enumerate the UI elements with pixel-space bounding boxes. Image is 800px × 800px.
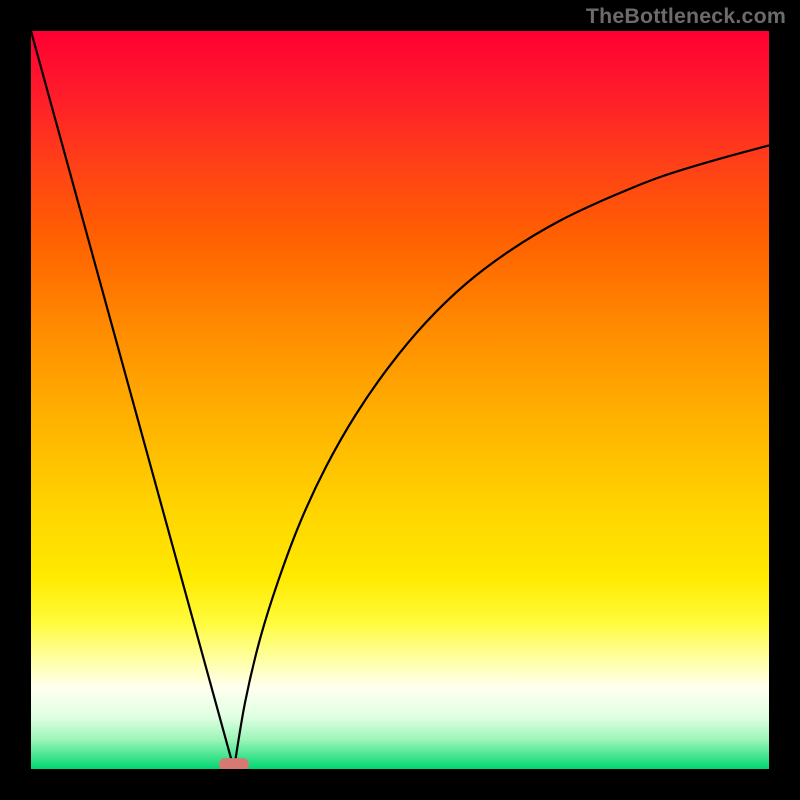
chart-stage: TheBottleneck.com bbox=[0, 0, 800, 800]
watermark-text: TheBottleneck.com bbox=[586, 4, 786, 29]
plot-area bbox=[31, 31, 769, 769]
chart-svg bbox=[0, 0, 800, 800]
